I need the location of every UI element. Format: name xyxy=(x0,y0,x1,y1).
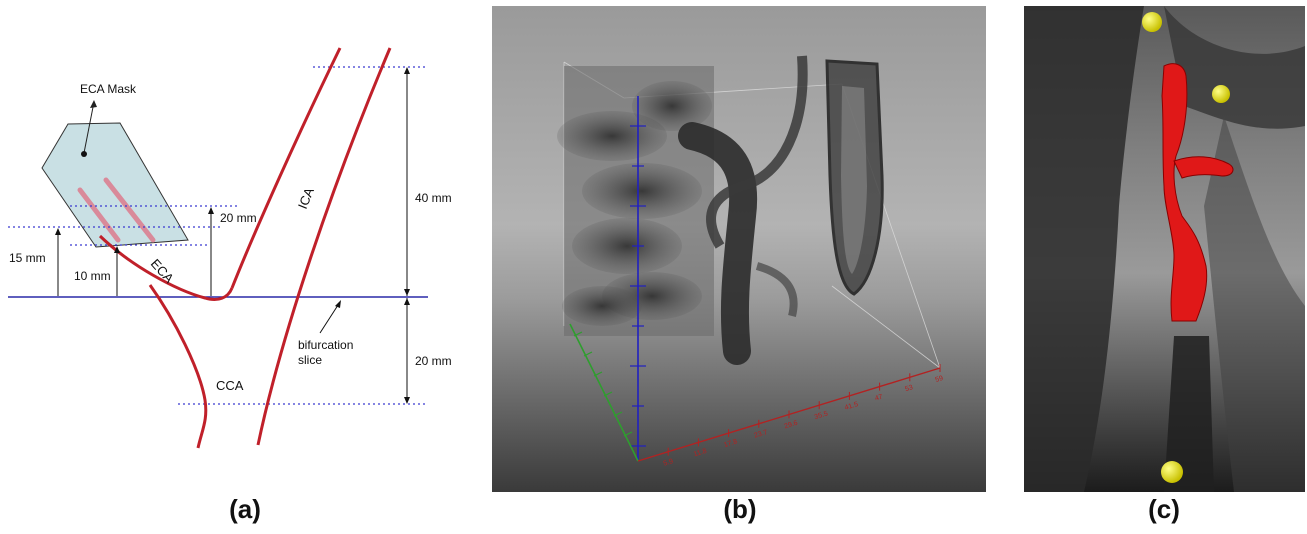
mask-pointer-head xyxy=(90,100,97,108)
x-axis-tick-label: 23.7 xyxy=(753,429,768,440)
ica-vessel-outer xyxy=(256,47,392,446)
eca-mask-region xyxy=(41,122,189,248)
vessel-branch-1 xyxy=(706,55,808,249)
panel-b-volume-render: 5.9 11.8 17.8 23.7 29.6 35.5 41.5 47 53 59 xyxy=(492,6,986,492)
cca-label: CCA xyxy=(216,378,244,393)
mask-centerline-1 xyxy=(77,187,121,243)
segmented-vessel xyxy=(1161,63,1234,322)
eca-label: ECA xyxy=(148,256,177,286)
y-axis-ticks xyxy=(630,125,646,447)
x-axis-tick-label: 11.8 xyxy=(693,448,708,459)
dimension-arrowheads xyxy=(55,67,410,404)
x-axis-tick-label: 5.9 xyxy=(663,458,674,468)
dimension-arrows xyxy=(57,68,408,403)
z-axis-ticks xyxy=(573,331,633,437)
bifurcation-pointer-head xyxy=(335,300,341,308)
bifurcation-label-line2: slice xyxy=(298,353,322,367)
caption-b: (b) xyxy=(723,494,757,524)
x-axis-tick-label: 47 xyxy=(874,394,884,403)
x-axis-tick-label: 35.5 xyxy=(814,410,829,421)
anatomy-background xyxy=(1024,6,1305,492)
mask-pointer xyxy=(83,101,95,154)
dim-20-mask-label: 20 mm xyxy=(220,211,257,225)
x-axis-tick-marks xyxy=(667,364,941,456)
marker-right xyxy=(1212,85,1230,103)
x-axis-tick-label: 59 xyxy=(935,375,945,384)
caption-a: (a) xyxy=(229,494,261,524)
dim-40-label: 40 mm xyxy=(415,191,452,205)
x-axis-tick-labels: 5.9 11.8 17.8 23.7 29.6 35.5 41.5 47 53 59 xyxy=(663,375,944,468)
bifurcation-label-line1: bifurcation xyxy=(298,338,353,352)
x-axis-tick-label: 29.6 xyxy=(784,420,799,431)
mask-point xyxy=(81,151,87,157)
bifurcation-pointer xyxy=(319,301,341,334)
dim-20-right-label: 20 mm xyxy=(415,354,452,368)
spine-structure xyxy=(557,66,714,336)
panel-a-diagram: ECA Mask 40 mm 20 mm 20 mm 15 mm 10 mm b… xyxy=(8,47,452,449)
marker-bottom xyxy=(1161,461,1183,483)
dim-15-label: 15 mm xyxy=(9,251,46,265)
vessel-branch-2 xyxy=(755,262,798,317)
dim-10-label: 10 mm xyxy=(74,269,111,283)
panel-c-vessel-render xyxy=(1024,6,1305,492)
eca-vessel xyxy=(98,234,234,302)
cca-vessel-left xyxy=(148,284,208,449)
x-axis-tick-label: 41.5 xyxy=(844,401,859,412)
dotted-guides xyxy=(8,66,428,405)
marker-top xyxy=(1142,12,1162,32)
caption-c: (c) xyxy=(1148,494,1180,524)
mask-centerline-2 xyxy=(103,177,156,243)
tongue-inner xyxy=(841,86,867,274)
vessel-main xyxy=(678,122,758,365)
x-axis-tick-label: 17.8 xyxy=(723,438,738,449)
eca-mask-label: ECA Mask xyxy=(80,82,137,96)
ica-label: ICA xyxy=(295,185,317,211)
z-axis xyxy=(569,323,639,462)
x-axis-tick-label: 53 xyxy=(904,384,914,393)
ica-vessel-inner xyxy=(230,47,342,289)
